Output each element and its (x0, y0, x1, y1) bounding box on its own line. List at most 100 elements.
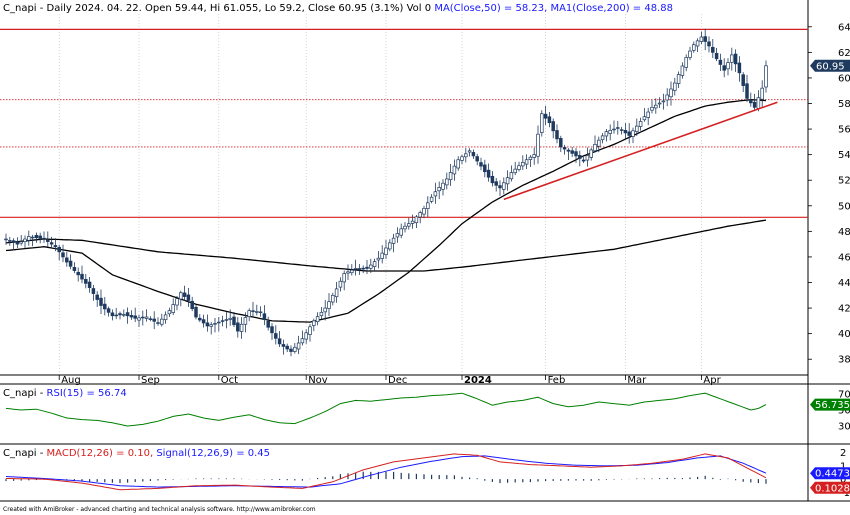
candle-body (665, 94, 669, 101)
candle-body (524, 159, 529, 165)
candle-body (220, 320, 225, 322)
candle-body (479, 162, 483, 167)
candle-body (110, 312, 115, 317)
candle-body (380, 252, 384, 259)
month-label: Sep (141, 375, 160, 386)
candle-body (190, 300, 194, 310)
candle-body (186, 294, 191, 301)
macd-panel (5, 453, 767, 491)
candle-body (11, 240, 16, 243)
candle-body (258, 311, 263, 314)
candle-body (266, 321, 270, 328)
candle-body (395, 233, 400, 238)
candle-body (669, 88, 673, 98)
month-label: Dec (388, 375, 407, 386)
candle-body (733, 53, 738, 65)
candle-body (517, 165, 521, 170)
svg-text:60.95: 60.95 (816, 61, 845, 72)
candle-body (232, 316, 236, 326)
candle-body (403, 225, 407, 230)
candle-body (217, 321, 221, 324)
candle-body (566, 149, 571, 152)
candle-body (384, 247, 388, 256)
price-axis-label: 54 (838, 150, 850, 161)
moving-averages (5, 99, 767, 323)
candle-body (118, 313, 122, 316)
rsi-tag: 56.7353 (810, 398, 850, 411)
candle-body (137, 317, 141, 321)
candle-body (255, 311, 259, 313)
price-axis-label: 60 (838, 73, 850, 84)
price-axis-label: 42 (838, 304, 850, 315)
candle-body (407, 223, 411, 227)
candle-body (281, 344, 286, 347)
candle-body (327, 301, 331, 309)
candle-body (589, 149, 593, 158)
candle-body (448, 172, 453, 181)
candle-body (456, 159, 460, 169)
candle-body (141, 316, 145, 319)
candle-body (95, 294, 99, 300)
panel-frames (0, 0, 850, 502)
price-axis-label: 58 (838, 99, 850, 110)
candle-body (673, 82, 677, 91)
candle-body (27, 236, 31, 241)
candle-body (707, 41, 711, 47)
support-trendline (503, 101, 778, 201)
candle-body (179, 292, 183, 300)
candle-body (597, 139, 601, 147)
candle-body (209, 324, 213, 327)
rsi-line (5, 392, 767, 427)
candle-body (513, 168, 517, 174)
candle-body (296, 342, 301, 350)
candle-body (585, 155, 590, 161)
candle-body (433, 191, 438, 197)
candle-body (502, 182, 506, 190)
candle-body (445, 178, 449, 186)
svg-text:56.7353: 56.7353 (815, 400, 850, 411)
candlesticks (4, 28, 768, 357)
candle-body (764, 65, 768, 88)
candle-body (391, 237, 396, 244)
macd-header: C_napi - MACD(12,26) = 0.10, Signal(12,2… (3, 448, 270, 459)
candle-body (650, 106, 654, 111)
rsi-header: C_napi - RSI(15) = 56.74 (3, 388, 127, 399)
candle-body (505, 177, 510, 185)
candle-body (437, 187, 441, 192)
month-label: Oct (221, 375, 238, 386)
candle-body (53, 245, 58, 248)
candle-body (38, 235, 42, 239)
candle-body (646, 111, 650, 118)
candle-body (49, 242, 54, 245)
candle-body (342, 273, 346, 283)
candle-body (418, 212, 422, 218)
candle-body (68, 260, 73, 267)
candle-body (365, 266, 369, 269)
candle-body (532, 154, 536, 158)
candle-body (756, 97, 761, 109)
candle-body (657, 102, 662, 105)
candle-body (570, 150, 574, 154)
candle-body (536, 133, 540, 157)
rsi-panel (5, 392, 767, 427)
candle-body (167, 310, 172, 315)
candle-body (156, 322, 160, 324)
candle-body (4, 238, 8, 241)
candle-body (699, 36, 704, 42)
candle-body (163, 314, 168, 321)
candle-body (205, 322, 210, 327)
candle-body (353, 268, 358, 270)
candle-body (300, 338, 305, 344)
candle-body (315, 316, 320, 323)
candle-body (623, 129, 628, 134)
signal-tag: 0.447308 (810, 467, 850, 480)
candle-body (30, 236, 35, 239)
candle-body (106, 308, 111, 313)
candle-body (494, 181, 498, 186)
candle-body (741, 74, 745, 86)
candle-body (8, 240, 12, 242)
candle-body (372, 261, 377, 267)
price-axis-label: 64 (838, 22, 850, 33)
candle-body (285, 345, 289, 350)
